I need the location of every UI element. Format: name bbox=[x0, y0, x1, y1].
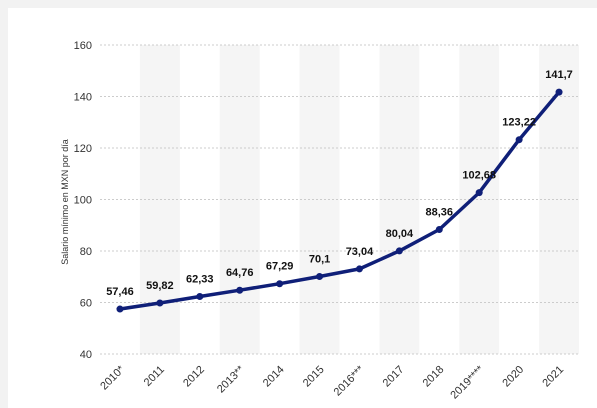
y-tick-label: 40 bbox=[80, 349, 92, 361]
x-tick-label: 2014 bbox=[261, 364, 287, 390]
y-axis-ticks: 40 60 80 100 120 140 160 bbox=[74, 40, 92, 361]
data-label: 88,36 bbox=[426, 206, 454, 218]
y-axis-label: Salario mínimo en MXN por día bbox=[60, 139, 70, 265]
data-point bbox=[555, 88, 563, 96]
x-tick-label: 2012 bbox=[181, 364, 207, 390]
data-label: 67,29 bbox=[266, 261, 294, 273]
x-tick-label: 2020 bbox=[500, 364, 526, 390]
x-tick-label: 2021 bbox=[540, 364, 566, 390]
data-point bbox=[156, 299, 164, 307]
x-tick-label: 2017 bbox=[381, 364, 407, 390]
x-tick-label: 2010* bbox=[98, 363, 127, 392]
y-tick-label: 100 bbox=[74, 195, 92, 207]
y-tick-label: 60 bbox=[80, 298, 92, 310]
y-tick-label: 160 bbox=[74, 40, 92, 52]
data-point bbox=[475, 189, 483, 197]
data-point bbox=[116, 305, 124, 313]
x-axis-ticks: 2010* 2011 2012 2013** 2014 2015 2016*** 2017 20… bbox=[98, 363, 566, 401]
data-label: 57,46 bbox=[106, 286, 134, 298]
data-label: 62,33 bbox=[186, 274, 214, 286]
data-point bbox=[395, 247, 403, 255]
data-point bbox=[276, 280, 284, 288]
data-point bbox=[316, 272, 324, 280]
y-tick-label: 80 bbox=[80, 246, 92, 258]
x-tick-label: 2015 bbox=[301, 364, 327, 390]
data-label: 102,68 bbox=[462, 170, 496, 182]
data-label: 73,04 bbox=[346, 246, 374, 258]
y-tick-label: 140 bbox=[74, 92, 92, 104]
series-line bbox=[118, 90, 561, 311]
data-label: 59,82 bbox=[146, 280, 174, 292]
chart-card: 40 60 80 100 120 140 160 2010* 2011 2012 2013** 20… bbox=[8, 8, 597, 408]
data-point bbox=[435, 225, 443, 233]
data-label: 70,1 bbox=[309, 253, 330, 265]
data-point bbox=[196, 293, 204, 301]
data-point bbox=[236, 286, 244, 294]
data-label: 64,76 bbox=[226, 267, 254, 279]
data-points bbox=[116, 88, 563, 313]
x-tick-label: 2016*** bbox=[332, 363, 367, 398]
data-label: 141,7 bbox=[545, 69, 573, 81]
data-label: 80,04 bbox=[386, 228, 414, 240]
y-tick-label: 120 bbox=[74, 143, 92, 155]
data-point bbox=[515, 136, 523, 144]
x-tick-label: 2019**** bbox=[448, 363, 486, 401]
x-tick-label: 2018 bbox=[421, 364, 447, 390]
x-tick-label: 2013** bbox=[215, 363, 247, 395]
data-label: 123,22 bbox=[502, 117, 536, 129]
x-tick-label: 2011 bbox=[142, 364, 167, 389]
data-labels: 57,46 59,82 62,33 64,76 67,29 70,1 73,04 80,04 8… bbox=[106, 69, 573, 298]
data-point bbox=[355, 265, 363, 273]
